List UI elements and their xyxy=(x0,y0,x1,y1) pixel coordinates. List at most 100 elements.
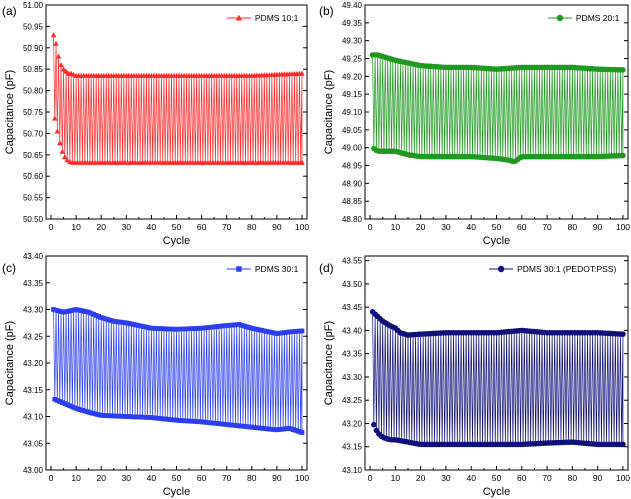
data-point-upper xyxy=(108,318,114,323)
x-tick-label: 50 xyxy=(492,473,502,483)
data-point-lower xyxy=(105,413,110,419)
data-point-upper xyxy=(299,70,305,76)
data-point-upper xyxy=(189,326,194,332)
y-tick-label: 43.10 xyxy=(23,413,44,422)
data-point-lower xyxy=(102,413,108,418)
y-tick-label: 50.60 xyxy=(23,172,44,181)
data-point-upper xyxy=(206,325,212,330)
data-point-lower xyxy=(74,406,80,412)
data-point-upper xyxy=(98,315,104,320)
data-point-lower xyxy=(117,413,123,419)
data-point-lower xyxy=(177,418,183,423)
y-tick-label: 49.25 xyxy=(342,55,363,64)
data-point-upper xyxy=(226,322,232,328)
data-point-upper xyxy=(53,307,59,313)
data-point-lower xyxy=(165,416,171,422)
data-point-lower xyxy=(290,427,296,432)
data-point-upper xyxy=(71,307,76,313)
data-point-upper xyxy=(269,330,275,335)
data-point-lower xyxy=(97,412,103,418)
x-tick-label: 50 xyxy=(172,222,182,232)
data-point-upper xyxy=(251,326,257,332)
chart-panel-3: 0 10 20 30 40 50 60 70 80 90 100 43.00 43.05 43.10 43.… xyxy=(2,252,309,498)
y-tick-label: 43.35 xyxy=(342,350,363,359)
data-point-upper xyxy=(73,307,79,312)
data-point-lower xyxy=(175,417,181,423)
data-point-upper xyxy=(156,326,162,331)
data-point-upper xyxy=(50,32,57,38)
y-tick-label: 50.70 xyxy=(23,129,44,138)
legend: PDMS 30:1 xyxy=(226,264,299,274)
panel-label: (c) xyxy=(2,261,16,275)
data-point-lower xyxy=(100,413,105,418)
x-axis-label: Cycle xyxy=(483,235,511,247)
y-tick-label: 49.10 xyxy=(342,108,363,117)
data-point-upper xyxy=(620,331,626,337)
plot-frame xyxy=(45,255,308,471)
y-tick-label: 50.80 xyxy=(23,87,44,96)
y-tick-label: 49.20 xyxy=(342,72,363,81)
data-point-lower xyxy=(155,415,161,421)
series-line xyxy=(372,54,624,162)
legend-label: PDMS 30:1 (PEDOT:PSS) xyxy=(517,264,616,274)
x-tick-label: 60 xyxy=(517,222,527,232)
data-point-lower xyxy=(228,422,233,428)
data-point-upper xyxy=(141,324,147,329)
data-point-upper xyxy=(169,326,174,332)
data-point-lower xyxy=(59,400,65,405)
y-tick-label: 43.55 xyxy=(342,257,363,266)
data-point-upper xyxy=(211,324,217,330)
data-point-lower xyxy=(371,421,377,428)
x-tick-label: 10 xyxy=(391,473,401,483)
y-axis-label: Capacitance (pF) xyxy=(323,70,335,154)
x-tick-label: 10 xyxy=(71,222,81,232)
data-point-lower xyxy=(57,140,63,146)
data-point-lower xyxy=(190,418,196,424)
x-tick-label: 80 xyxy=(247,473,257,483)
data-point-lower xyxy=(120,413,125,419)
data-point-upper xyxy=(259,327,265,333)
panel-label: (a) xyxy=(2,4,17,18)
data-point-upper xyxy=(279,330,285,336)
legend: PDMS 30:1 (PEDOT:PSS) xyxy=(489,264,616,274)
data-point-lower xyxy=(152,415,158,421)
data-point-lower xyxy=(195,419,201,424)
data-point-upper xyxy=(292,329,297,334)
data-point-upper xyxy=(51,307,56,312)
y-axis-label: Capacitance (pF) xyxy=(4,70,16,154)
data-point-upper xyxy=(221,323,227,329)
data-point-lower xyxy=(268,426,273,432)
legend-label: PDMS 30:1 xyxy=(255,264,299,274)
data-point-lower xyxy=(127,414,133,420)
data-point-upper xyxy=(174,326,179,332)
data-point-upper xyxy=(209,324,215,330)
data-point-lower xyxy=(288,426,294,432)
data-point-upper xyxy=(106,317,112,323)
data-point-lower xyxy=(69,404,75,410)
data-point-upper xyxy=(68,308,74,313)
x-tick-label: 80 xyxy=(247,222,257,232)
y-tick-label: 43.50 xyxy=(342,280,363,289)
data-point-upper xyxy=(181,326,187,332)
data-point-upper xyxy=(81,308,87,314)
data-point-upper xyxy=(236,322,242,327)
data-point-lower xyxy=(145,415,151,420)
x-tick-label: 80 xyxy=(568,473,578,483)
y-tick-label: 43.40 xyxy=(342,326,363,335)
data-point-upper xyxy=(224,323,230,328)
data-point-lower xyxy=(62,401,68,407)
x-tick-label: 20 xyxy=(96,473,106,483)
data-point-upper xyxy=(216,323,222,329)
y-tick-label: 50.55 xyxy=(23,194,44,203)
data-point-lower xyxy=(263,426,268,432)
data-point-lower xyxy=(210,420,216,426)
data-point-lower xyxy=(215,421,221,426)
data-point-lower xyxy=(620,441,626,448)
data-point-lower xyxy=(218,421,223,427)
x-tick-label: 0 xyxy=(49,222,54,232)
data-point-upper xyxy=(60,66,67,72)
data-point-lower xyxy=(51,115,58,121)
data-point-upper xyxy=(289,329,295,335)
data-point-upper xyxy=(83,309,89,315)
x-tick-label: 0 xyxy=(49,473,54,483)
